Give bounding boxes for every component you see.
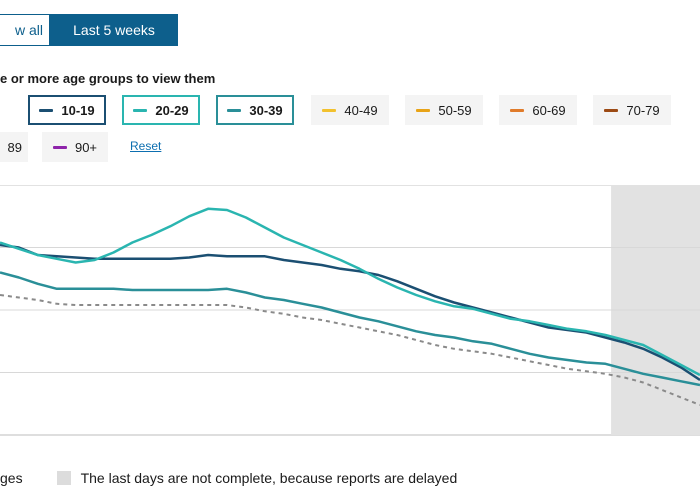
chip-10-19-swatch — [39, 108, 54, 112]
chip-50-59-label: 50-59 — [438, 102, 472, 118]
chip-90-plus[interactable]: 90+ — [42, 132, 108, 162]
chip-90-plus-label: 90+ — [74, 139, 98, 155]
chip-70-79-swatch — [604, 108, 619, 112]
series-line-30-39 — [0, 271, 700, 387]
view-toggle: w all Last 5 weeks — [0, 14, 178, 46]
chip-20-29-label: 20-29 — [155, 102, 189, 118]
chip-70-79-label: 70-79 — [626, 102, 660, 118]
chip-90-plus-swatch — [52, 145, 67, 149]
chip-60-69-label: 60-69 — [532, 102, 566, 118]
series-line-all-ages — [0, 294, 700, 406]
line-chart — [0, 185, 700, 436]
chip-50-59[interactable]: 50-59 — [405, 95, 483, 125]
legend-incomplete-label: The last days are not complete, because … — [80, 470, 458, 486]
legend-all-ages-label: ges — [0, 470, 23, 486]
chip-60-69-swatch — [510, 108, 525, 112]
chip-30-39-label: 30-39 — [249, 102, 283, 118]
chip-80-89-label: 89 — [7, 139, 22, 155]
instruction-text: e or more age groups to view them — [0, 71, 216, 86]
chip-70-79[interactable]: 70-79 — [593, 95, 671, 125]
chip-50-59-swatch — [416, 108, 431, 112]
chip-20-29[interactable]: 20-29 — [122, 95, 200, 125]
chart-legend: ges The last days are not complete, beca… — [0, 470, 457, 486]
show-all-button[interactable]: w all — [0, 14, 50, 46]
chip-10-19[interactable]: 10-19 — [28, 95, 106, 125]
chip-40-49-swatch — [322, 108, 337, 112]
chip-40-49[interactable]: 40-49 — [311, 95, 389, 125]
series-line-20-29 — [0, 207, 700, 377]
chip-40-49-label: 40-49 — [344, 102, 378, 118]
last-5-weeks-button[interactable]: Last 5 weeks — [50, 14, 178, 46]
chip-20-29-swatch — [133, 108, 148, 112]
chip-60-69[interactable]: 60-69 — [499, 95, 577, 125]
reset-link[interactable]: Reset — [130, 139, 162, 153]
chip-30-39[interactable]: 30-39 — [216, 95, 294, 125]
chip-30-39-swatch — [227, 108, 242, 112]
chip-10-19-label: 10-19 — [61, 102, 95, 118]
legend-incomplete-swatch — [56, 471, 71, 485]
chip-80-89[interactable]: 89 — [0, 132, 28, 162]
